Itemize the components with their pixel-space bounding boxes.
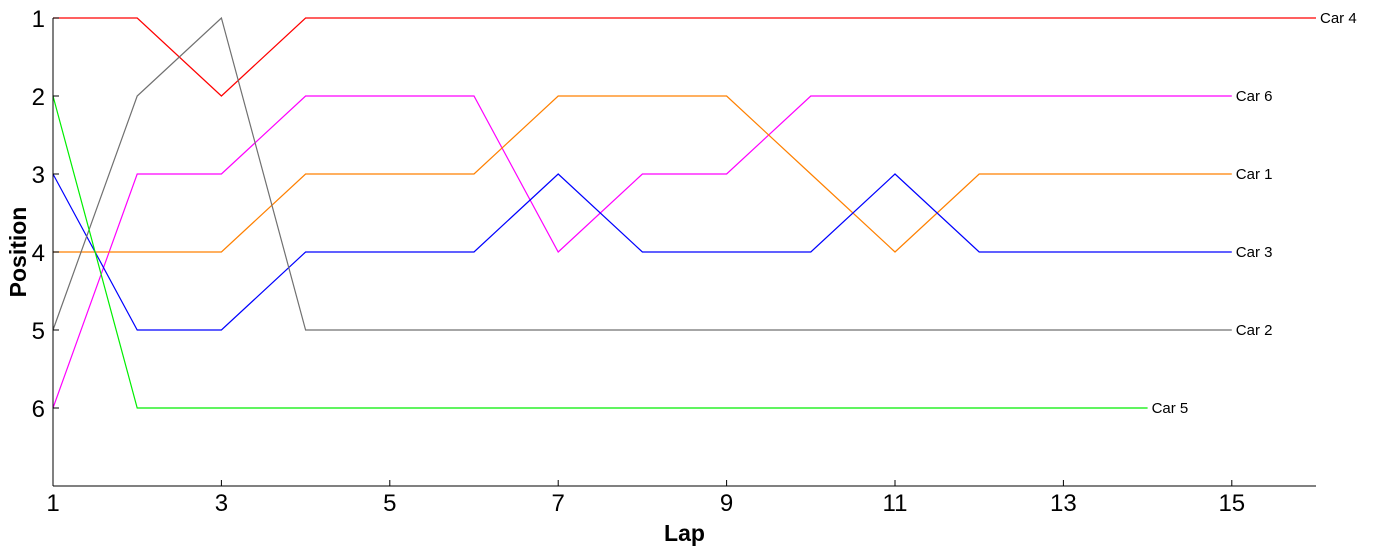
series-label-car-5: Car 5 xyxy=(1152,400,1189,417)
y-tick-label: 6 xyxy=(32,396,45,423)
series-line-car-1 xyxy=(53,95,1232,253)
series-label-car-1: Car 1 xyxy=(1236,166,1273,183)
series-label-car-2: Car 2 xyxy=(1236,322,1273,339)
series-label-car-3: Car 3 xyxy=(1236,244,1273,261)
series-layer xyxy=(52,16,1316,409)
x-axis-title: Lap xyxy=(664,520,705,546)
end-labels: Car 4 Car 6 Car 1 Car 3 Car 2 Car 5 xyxy=(1152,10,1357,417)
x-tick-label: 11 xyxy=(883,490,908,517)
x-tick-label: 15 xyxy=(1218,490,1245,517)
x-tick-label: 1 xyxy=(46,490,59,517)
series-line-car-5 xyxy=(52,95,1148,409)
y-tick-label: 2 xyxy=(32,84,45,111)
x-tick-label: 9 xyxy=(720,490,733,517)
series-label-car-6: Car 6 xyxy=(1236,88,1273,105)
y-tick-label: 3 xyxy=(32,162,45,189)
x-tick-label: 3 xyxy=(215,490,228,517)
y-axis-title: Position xyxy=(5,207,31,298)
series-line-car-2 xyxy=(52,16,1232,331)
series-line-car-6 xyxy=(52,95,1232,409)
series-line-car-4 xyxy=(53,17,1316,97)
x-tick-label: 13 xyxy=(1050,490,1077,517)
series-line-car-3 xyxy=(52,173,1232,331)
y-tick-label: 4 xyxy=(32,240,45,267)
series-label-car-4: Car 4 xyxy=(1320,10,1357,27)
y-tick-label: 5 xyxy=(32,318,45,345)
x-tick-label: 5 xyxy=(383,490,396,517)
y-tick-label: 1 xyxy=(32,6,45,33)
x-tick-label: 7 xyxy=(552,490,565,517)
